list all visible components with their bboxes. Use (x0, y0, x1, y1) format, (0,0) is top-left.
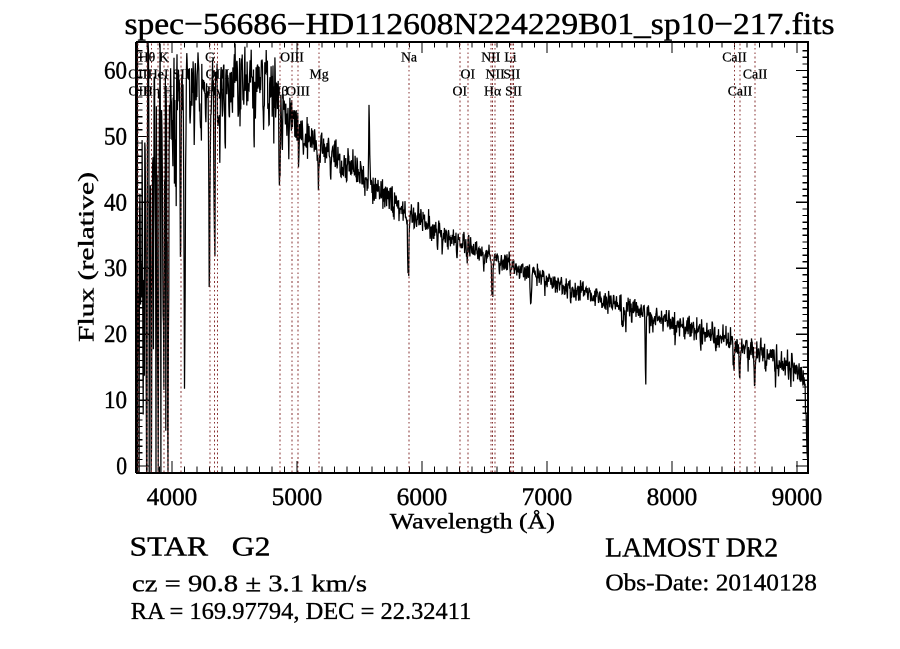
svg-text:CaII: CaII (728, 84, 753, 99)
svg-text:Hη: Hη (143, 84, 160, 99)
svg-text:HeI: HeI (148, 67, 169, 82)
svg-text:STAR G2: STAR G2 (130, 532, 271, 562)
svg-text:NII: NII (486, 67, 506, 82)
svg-text:spec−56686−HD112608N224229B01_: spec−56686−HD112608N224229B01_sp10−217.f… (125, 6, 835, 41)
svg-text:Obs-Date: 20140128: Obs-Date: 20140128 (605, 571, 817, 597)
svg-text:10: 10 (104, 387, 127, 414)
svg-text:Hγ: Hγ (207, 84, 223, 99)
svg-text:OII: OII (128, 67, 148, 82)
svg-text:OI: OI (453, 84, 468, 99)
svg-text:SII: SII (503, 67, 520, 82)
svg-text:G: G (205, 50, 215, 65)
svg-text:Mg: Mg (310, 67, 329, 82)
svg-text:OII: OII (129, 84, 149, 99)
svg-text:30: 30 (104, 255, 127, 282)
svg-text:Li: Li (504, 50, 516, 65)
svg-text:4000: 4000 (147, 484, 198, 511)
svg-text:NII: NII (481, 50, 501, 65)
svg-text:SII: SII (505, 84, 522, 99)
svg-text:OIII: OIII (206, 67, 230, 82)
svg-text:Na: Na (401, 50, 417, 65)
svg-text:7000: 7000 (522, 484, 573, 511)
svg-text:Flux (relative): Flux (relative) (74, 172, 99, 342)
svg-text:OI: OI (461, 67, 476, 82)
svg-text:20: 20 (104, 321, 127, 348)
svg-text:50: 50 (104, 123, 127, 150)
svg-text:SII: SII (173, 67, 190, 82)
svg-text:Hθ: Hθ (139, 50, 156, 65)
svg-text:H: H (163, 84, 173, 99)
svg-text:5000: 5000 (272, 484, 323, 511)
svg-text:CaII: CaII (722, 50, 747, 65)
svg-text:Hα: Hα (484, 84, 501, 99)
svg-text:6000: 6000 (397, 484, 448, 511)
svg-text:40: 40 (104, 189, 127, 216)
svg-text:OIII: OIII (280, 50, 304, 65)
svg-text:Hβ: Hβ (271, 84, 288, 99)
svg-text:9000: 9000 (772, 484, 823, 511)
svg-text:RA = 169.97794, DEC = 22: RA = 169.97794, DEC = 22.32411 (131, 599, 472, 625)
svg-text:Wavelength (Å): Wavelength (Å) (390, 509, 555, 534)
svg-text:8000: 8000 (647, 484, 698, 511)
svg-text:CaII: CaII (743, 67, 768, 82)
svg-text:0: 0 (116, 453, 127, 480)
svg-text:K: K (159, 50, 169, 65)
svg-text:LAMOST DR2: LAMOST DR2 (605, 533, 778, 563)
svg-text:60: 60 (104, 58, 127, 85)
svg-text:cz = 90.8 ± 3.1 km/s: cz = 90.8 ± 3.1 km/s (132, 572, 367, 598)
svg-text:OIII: OIII (286, 84, 310, 99)
